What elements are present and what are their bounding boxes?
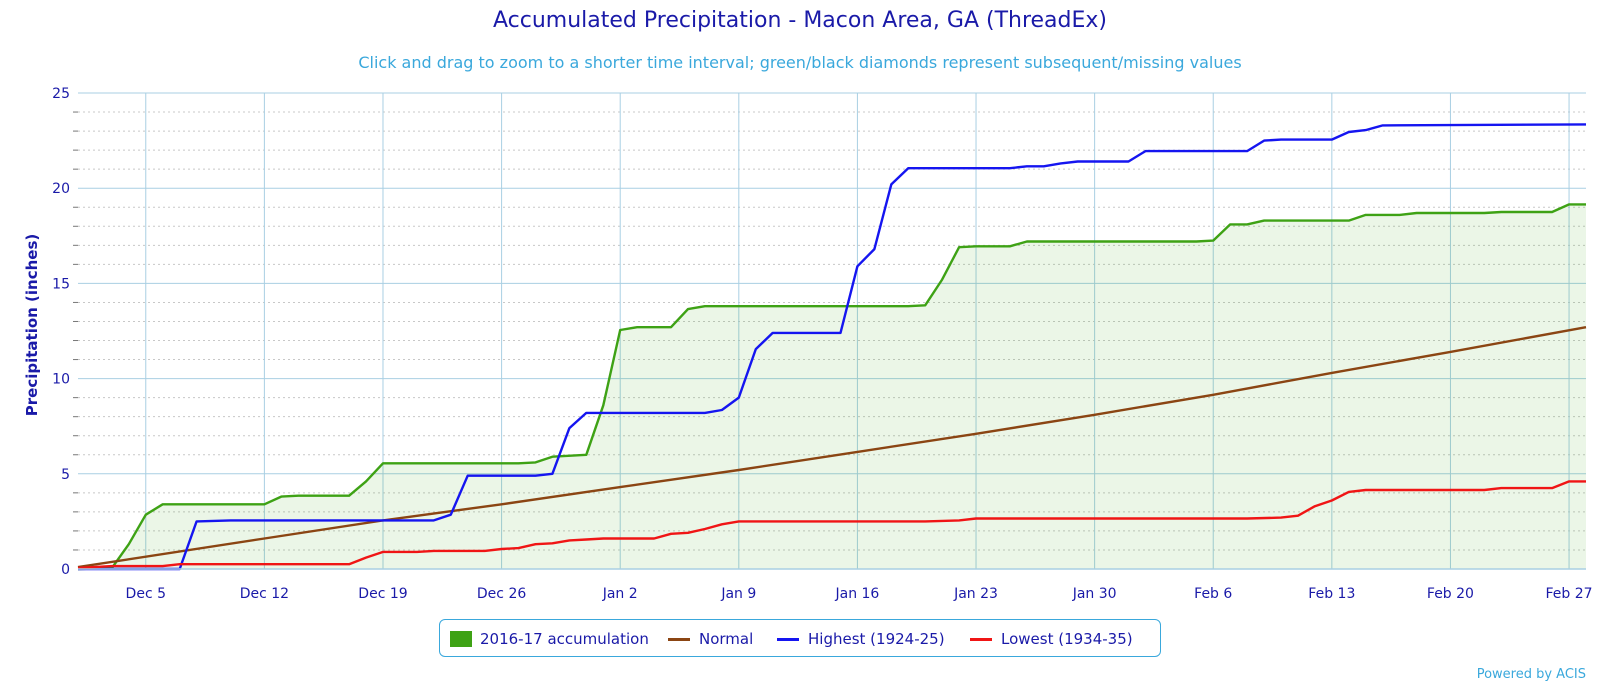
axes: 0 5 10 15 20 25 Dec 5 Dec 12 Dec 19 Dec 26 Jan 2 Ja… — [52, 86, 1592, 602]
area-fill-accumulation — [78, 204, 1586, 569]
y-axis-label: Precipitation (inches) — [23, 234, 41, 417]
legend-item-normal[interactable]: Normal — [668, 620, 753, 658]
x-tick-label: Dec 26 — [477, 586, 526, 602]
x-tick-label: Jan 2 — [602, 586, 638, 602]
x-tick-label: Feb 20 — [1427, 586, 1474, 602]
line-swatch-icon — [668, 637, 690, 641]
chart-subtitle: Click and drag to zoom to a shorter time… — [358, 53, 1242, 72]
x-tick-label: Jan 30 — [1072, 586, 1117, 602]
x-tick-label: Dec 5 — [126, 586, 166, 602]
chart-title: Accumulated Precipitation - Macon Area, … — [493, 8, 1107, 33]
y-tick-label: 20 — [52, 181, 70, 197]
legend: 2016-17 accumulation Normal Highest (192… — [439, 619, 1161, 657]
series-line-highest-1924-25[interactable] — [78, 123, 1587, 571]
y-tick-label: 15 — [52, 276, 70, 292]
plot-area[interactable]: 0 5 10 15 20 25 Dec 5 Dec 12 Dec 19 Dec 26 Jan 2 Ja… — [0, 0, 1600, 610]
series-line-2016-17-accumulation[interactable] — [77, 203, 1586, 571]
x-tick-label: Jan 16 — [834, 586, 879, 602]
x-tick-label: Feb 27 — [1546, 586, 1593, 602]
x-tick-label: Jan 9 — [720, 586, 756, 602]
legend-label: Highest (1924-25) — [808, 630, 945, 648]
legend-item-accumulation[interactable]: 2016-17 accumulation — [450, 620, 649, 658]
x-tick-label: Dec 19 — [358, 586, 407, 602]
series-line-lowest-1934-35[interactable] — [77, 480, 1586, 570]
x-tick-label: Feb 13 — [1308, 586, 1355, 602]
x-tick-label: Dec 12 — [240, 586, 289, 602]
line-swatch-icon — [970, 637, 992, 641]
y-tick-label: 5 — [61, 467, 70, 483]
legend-label: Normal — [699, 630, 754, 648]
legend-label: Lowest (1934-35) — [1001, 630, 1133, 648]
legend-item-highest[interactable]: Highest (1924-25) — [777, 620, 945, 658]
legend-label: 2016-17 accumulation — [480, 630, 649, 648]
line-swatch-icon — [777, 637, 799, 641]
x-tick-label: Jan 23 — [953, 586, 998, 602]
legend-item-lowest[interactable]: Lowest (1934-35) — [970, 620, 1133, 658]
y-tick-label: 10 — [52, 372, 70, 388]
credit-link[interactable]: Powered by ACIS — [1476, 667, 1586, 682]
square-swatch-icon — [450, 631, 472, 647]
grid — [78, 92, 1586, 570]
y-tick-label: 0 — [61, 562, 70, 578]
series-lines — [77, 123, 1587, 571]
y-tick-label: 25 — [52, 86, 70, 102]
area-layer — [78, 204, 1586, 569]
x-tick-label: Feb 6 — [1194, 586, 1232, 602]
